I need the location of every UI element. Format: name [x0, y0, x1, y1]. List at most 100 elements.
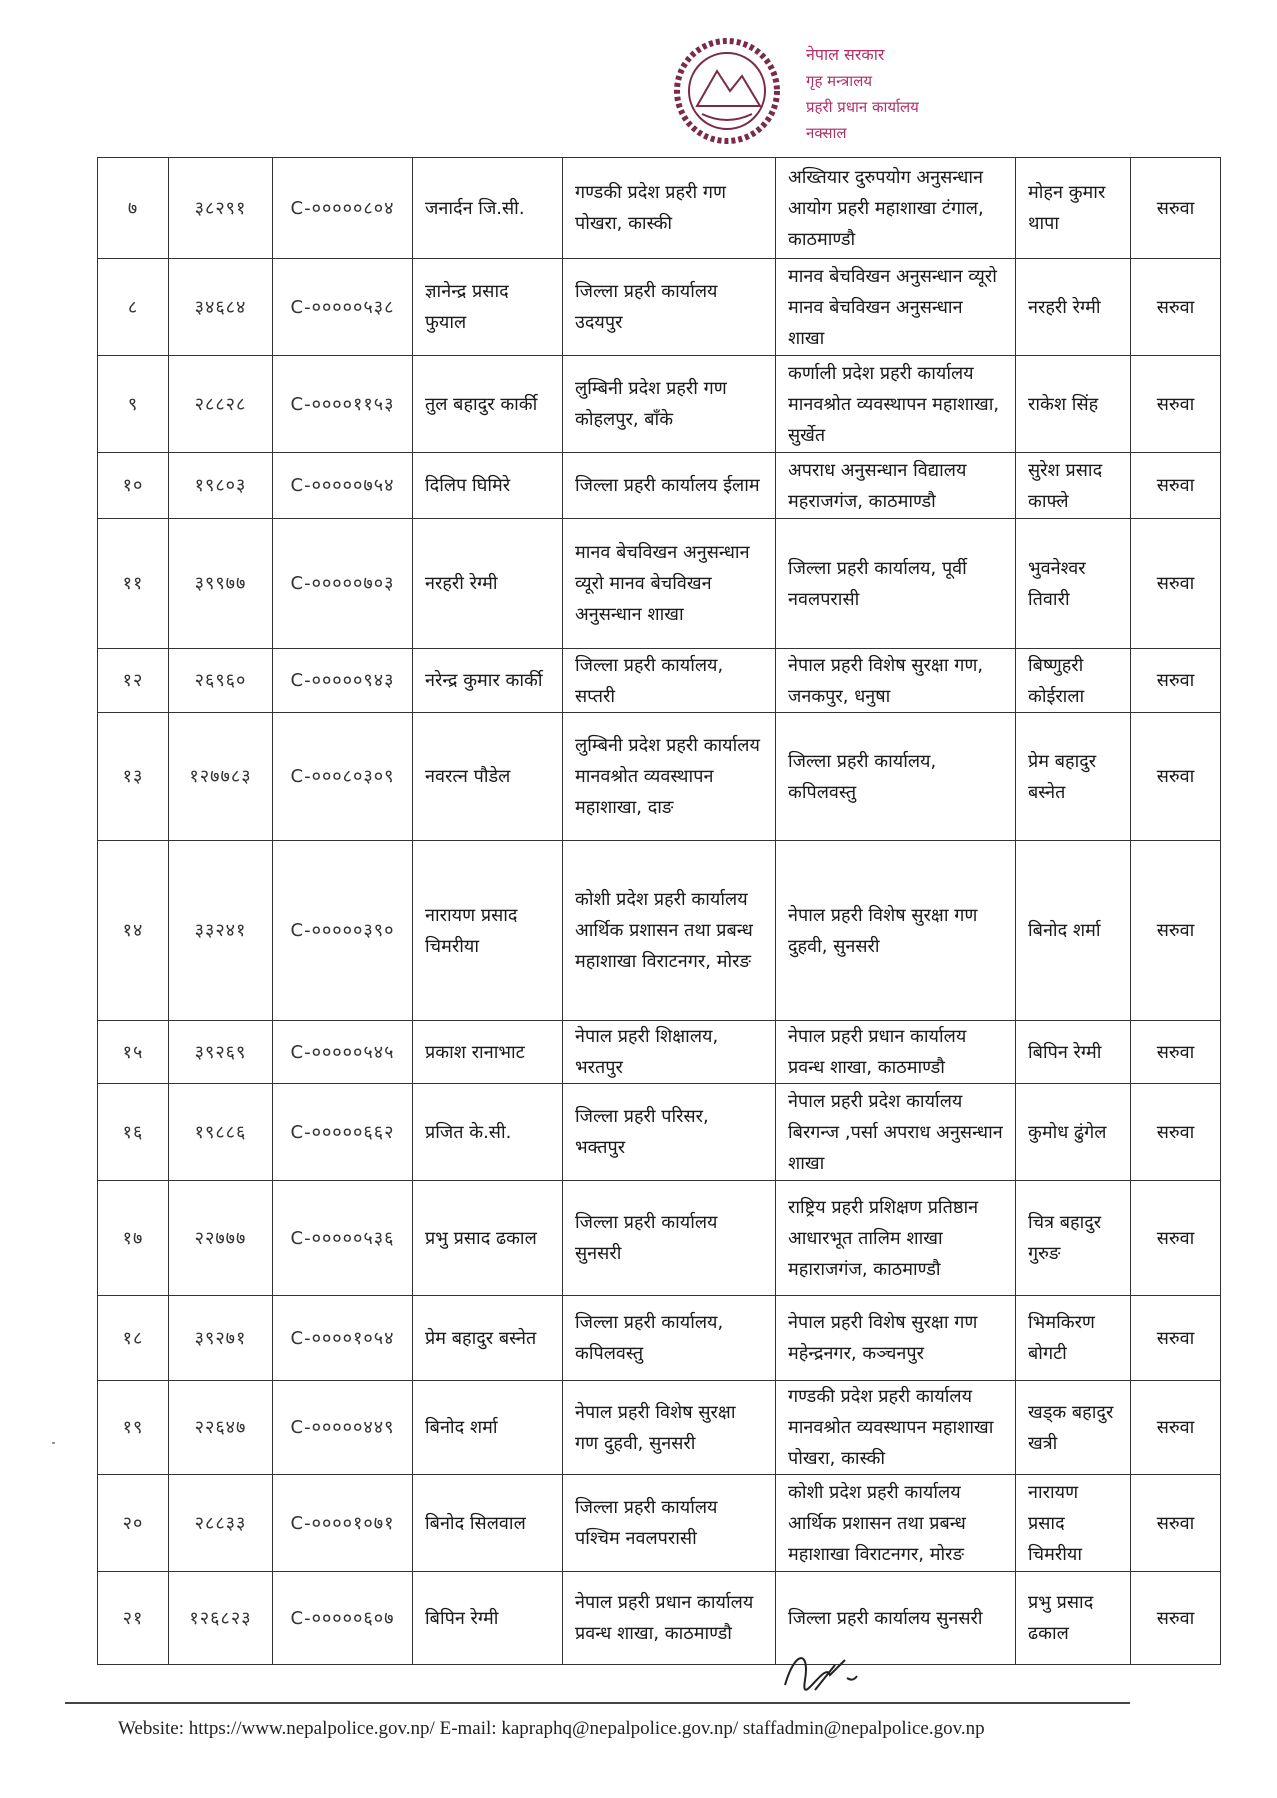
current-office-cell: जिल्ला प्रहरी कार्यालय उदयपुर: [562, 258, 776, 356]
employee-code-cell: C-००००११५३: [272, 355, 413, 453]
employee-code-cell: C-०००००९४३: [272, 648, 413, 713]
serial-number-cell: १२: [97, 648, 169, 713]
remark-cell: सरुवा: [1130, 1083, 1221, 1181]
transfer-office-cell: जिल्ला प्रहरी कार्यालय सुनसरी: [775, 1571, 1016, 1665]
employee-name-cell: बिनोद शर्मा: [412, 1380, 563, 1475]
employee-code-cell: C-०००००७५४: [272, 452, 413, 519]
employee-name-cell: प्रभु प्रसाद ढकाल: [412, 1180, 563, 1296]
employee-code-cell: C-०००००६०७: [272, 1571, 413, 1665]
police-number-cell: ३९२७१: [168, 1295, 273, 1381]
replacing-employee-cell: सुरेश प्रसाद काफ्ले: [1015, 452, 1131, 519]
employee-code-cell: C-०००००३९०: [272, 840, 413, 1021]
transfer-table: ७ ३८२९१ C-०००००८०४ जनार्दन जि.सी. गण्डकी प्र…: [97, 157, 1221, 1665]
replacing-employee-cell: भिमकिरण बोगटी: [1015, 1295, 1131, 1381]
serial-number-cell: १३: [97, 712, 169, 841]
police-number-cell: २२६४७: [168, 1380, 273, 1475]
table-row: २१ १२६८२३ C-०००००६०७ बिपिन रेग्मी नेपाल प्रह…: [97, 1571, 1221, 1665]
employee-code-cell: C-००००१०७१: [272, 1474, 413, 1572]
employee-name-cell: प्रेम बहादुर बस्नेत: [412, 1295, 563, 1381]
stamp-text: प्रहरी प्रधान कार्यालय: [806, 98, 919, 116]
transfer-office-cell: जिल्ला प्रहरी कार्यालय, कपिलवस्तु: [775, 712, 1016, 841]
transfer-office-cell: नेपाल प्रहरी विशेष सुरक्षा गण दुहवी, सुन…: [775, 840, 1016, 1021]
remark-cell: सरुवा: [1130, 452, 1221, 519]
current-office-cell: जिल्ला प्रहरी कार्यालय ईलाम: [562, 452, 776, 519]
remark-cell: सरुवा: [1130, 1020, 1221, 1084]
replacing-employee-cell: बिपिन रेग्मी: [1015, 1020, 1131, 1084]
replacing-employee-cell: बिष्णुहरी कोईराला: [1015, 648, 1131, 713]
serial-number-cell: १४: [97, 840, 169, 1021]
current-office-cell: कोशी प्रदेश प्रहरी कार्यालय आर्थिक प्रशा…: [562, 840, 776, 1021]
table-row: २० २८८३३ C-००००१०७१ बिनोद सिलवाल जिल्ला प्रह…: [97, 1474, 1221, 1572]
current-office-cell: नेपाल प्रहरी शिक्षालय, भरतपुर: [562, 1020, 776, 1084]
current-office-cell: जिल्ला प्रहरी कार्यालय, सप्तरी: [562, 648, 776, 713]
remark-cell: सरुवा: [1130, 518, 1221, 649]
transfer-office-cell: मानव बेचविखन अनुसन्धान व्यूरो मानव बेचवि…: [775, 258, 1016, 356]
employee-name-cell: तुल बहादुर कार्की: [412, 355, 563, 453]
remark-cell: सरुवा: [1130, 648, 1221, 713]
employee-name-cell: नवरत्न पौडेल: [412, 712, 563, 841]
replacing-employee-cell: नरहरी रेग्मी: [1015, 258, 1131, 356]
transfer-office-cell: नेपाल प्रहरी प्रधान कार्यालय प्रवन्ध शाख…: [775, 1020, 1016, 1084]
employee-name-cell: नरहरी रेग्मी: [412, 518, 563, 649]
replacing-employee-cell: मोहन कुमार थापा: [1015, 157, 1131, 259]
police-number-cell: १९८८६: [168, 1083, 273, 1181]
current-office-cell: मानव बेचविखन अनुसन्धान व्यूरो मानव बेचवि…: [562, 518, 776, 649]
serial-number-cell: १९: [97, 1380, 169, 1475]
footer-contact: Website: https://www.nepalpolice.gov.np/…: [118, 1718, 985, 1739]
current-office-cell: जिल्ला प्रहरी कार्यालय, कपिलवस्तु: [562, 1295, 776, 1381]
current-office-cell: जिल्ला प्रहरी कार्यालय पश्चिम नवलपरासी: [562, 1474, 776, 1572]
police-number-cell: ३३२४१: [168, 840, 273, 1021]
transfer-office-cell: कोशी प्रदेश प्रहरी कार्यालय आर्थिक प्रशा…: [775, 1474, 1016, 1572]
office-seal-stamp: नेपाल सरकार गृह मन्त्रालय प्रहरी प्रधान …: [806, 45, 919, 142]
remark-cell: सरुवा: [1130, 840, 1221, 1021]
transfer-office-cell: जिल्ला प्रहरी कार्यालय, पूर्वी नवलपरासी: [775, 518, 1016, 649]
replacing-employee-cell: खड्क बहादुर खत्री: [1015, 1380, 1131, 1475]
replacing-employee-cell: राकेश सिंह: [1015, 355, 1131, 453]
employee-name-cell: नरेन्द्र कुमार कार्की: [412, 648, 563, 713]
table-row: १८ ३९२७१ C-००००१०५४ प्रेम बहादुर बस्नेत जिल…: [97, 1295, 1221, 1381]
transfer-office-cell: अख्तियार दुरुपयोग अनुसन्धान आयोग प्रहरी …: [775, 157, 1016, 259]
police-number-cell: १२६८२३: [168, 1571, 273, 1665]
table-row: ७ ३८२९१ C-०००००८०४ जनार्दन जि.सी. गण्डकी प्र…: [97, 157, 1221, 259]
table-row: १० १९८०३ C-०००००७५४ दिलिप घिमिरे जिल्ला प्रह…: [97, 452, 1221, 519]
remark-cell: सरुवा: [1130, 1571, 1221, 1665]
transfer-office-cell: गण्डकी प्रदेश प्रहरी कार्यालय मानवश्रोत …: [775, 1380, 1016, 1475]
stamp-text: नेपाल सरकार: [806, 45, 885, 64]
employee-name-cell: ज्ञानेन्द्र प्रसाद फुयाल: [412, 258, 563, 356]
employee-code-cell: C-०००००७०३: [272, 518, 413, 649]
transfer-office-cell: राष्ट्रिय प्रहरी प्रशिक्षण प्रतिष्ठान आध…: [775, 1180, 1016, 1296]
transfer-office-cell: नेपाल प्रहरी प्रदेश कार्यालय बिरगन्ज ,पर…: [775, 1083, 1016, 1181]
serial-number-cell: १५: [97, 1020, 169, 1084]
employee-name-cell: दिलिप घिमिरे: [412, 452, 563, 519]
employee-name-cell: प्रकाश रानाभाट: [412, 1020, 563, 1084]
table-row: १३ १२७७८३ C-०००८०३०९ नवरत्न पौडेल लुम्बिनी प…: [97, 712, 1221, 841]
employee-code-cell: C-०००००८०४: [272, 157, 413, 259]
employee-name-cell: बिपिन रेग्मी: [412, 1571, 563, 1665]
replacing-employee-cell: प्रेम बहादुर बस्नेत: [1015, 712, 1131, 841]
government-emblem-icon: [674, 38, 780, 144]
table-row: १२ २६९६० C-०००००९४३ नरेन्द्र कुमार कार्की जि…: [97, 648, 1221, 713]
current-office-cell: नेपाल प्रहरी विशेष सुरक्षा गण दुहवी, सुन…: [562, 1380, 776, 1475]
table-row: १९ २२६४७ C-०००००४४९ बिनोद शर्मा नेपाल प्रहरी…: [97, 1380, 1221, 1475]
employee-name-cell: नारायण प्रसाद चिमरीया: [412, 840, 563, 1021]
stamp-text: नक्साल: [806, 124, 847, 142]
replacing-employee-cell: प्रभु प्रसाद ढकाल: [1015, 1571, 1131, 1665]
current-office-cell: नेपाल प्रहरी प्रधान कार्यालय प्रवन्ध शाख…: [562, 1571, 776, 1665]
employee-name-cell: बिनोद सिलवाल: [412, 1474, 563, 1572]
serial-number-cell: ८: [97, 258, 169, 356]
serial-number-cell: १०: [97, 452, 169, 519]
scan-speck: [52, 1442, 55, 1444]
signature: [784, 1657, 858, 1691]
employee-name-cell: प्रजित के.सी.: [412, 1083, 563, 1181]
replacing-employee-cell: कुमोध ढुंगेल: [1015, 1083, 1131, 1181]
remark-cell: सरुवा: [1130, 712, 1221, 841]
replacing-employee-cell: भुवनेश्वर तिवारी: [1015, 518, 1131, 649]
police-number-cell: १९८०३: [168, 452, 273, 519]
replacing-employee-cell: चित्र बहादुर गुरुङ: [1015, 1180, 1131, 1296]
transfer-office-cell: अपराध अनुसन्धान विद्यालय महराजगंज, काठमा…: [775, 452, 1016, 519]
serial-number-cell: ११: [97, 518, 169, 649]
employee-code-cell: C-०००००५३६: [272, 1180, 413, 1296]
stamp-text: गृह मन्त्रालय: [806, 72, 872, 91]
police-number-cell: ३९२६९: [168, 1020, 273, 1084]
current-office-cell: जिल्ला प्रहरी परिसर, भक्तपुर: [562, 1083, 776, 1181]
